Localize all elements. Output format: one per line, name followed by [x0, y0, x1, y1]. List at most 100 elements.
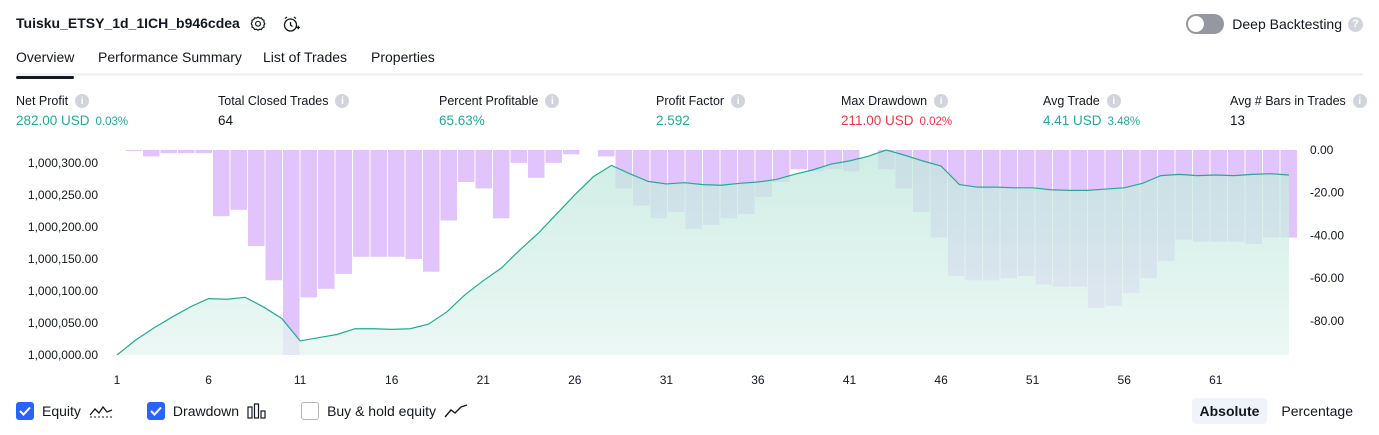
metric-profit-factor: Profit Factor i 2.592 — [656, 93, 746, 128]
y-left-tick-label: 1,000,150.00 — [28, 252, 98, 266]
metric-value: 13 — [1230, 113, 1246, 128]
metric-avg-trade: Avg Trade i 4.41 USD 3.48% — [1043, 93, 1140, 128]
absolute-button[interactable]: Absolute — [1191, 398, 1268, 424]
drawdown-bar — [143, 150, 160, 157]
buyhold-label: Buy & hold equity — [327, 403, 437, 419]
metric-label: Max Drawdown — [841, 94, 928, 108]
percentage-button[interactable]: Percentage — [1281, 403, 1353, 419]
y-left-tick-label: 1,000,100.00 — [28, 284, 98, 298]
strategy-header: Tuisku_ETSY_1d_1ICH_b946cdea Deep Backte… — [16, 12, 1363, 36]
x-tick-label: 21 — [477, 373, 491, 387]
drawdown-bars-icon — [247, 403, 266, 419]
info-icon[interactable]: i — [1106, 94, 1121, 108]
drawdown-bar — [265, 150, 282, 281]
drawdown-bar — [493, 150, 510, 219]
legend-equity[interactable]: Equity — [16, 402, 113, 420]
x-tick-label: 36 — [751, 373, 765, 387]
checkmark-icon — [19, 406, 31, 416]
info-icon[interactable]: i — [731, 94, 746, 108]
drawdown-bar — [335, 150, 352, 274]
info-icon[interactable]: i — [545, 94, 560, 108]
drawdown-bar — [598, 150, 615, 157]
metric-label: Avg Trade — [1043, 94, 1100, 108]
metric-value: 4.41 USD — [1043, 113, 1102, 128]
info-icon[interactable]: i — [75, 94, 90, 108]
drawdown-bar — [790, 150, 807, 170]
metric-value: 211.00 USD — [841, 113, 914, 128]
drawdown-bar — [423, 150, 440, 272]
equity-drawdown-chart[interactable]: 1,000,000.00 1,000,050.00 1,000,100.00 1,00… — [0, 140, 1379, 390]
drawdown-bar — [370, 150, 387, 257]
y-left-tick-label: 1,000,300.00 — [28, 156, 98, 170]
y-left-tick-label: 1,000,000.00 — [28, 348, 98, 362]
drawdown-bar — [195, 150, 212, 154]
y-right-tick-label: -20.00 — [1310, 186, 1344, 200]
y-left-tick-label: 1,000,050.00 — [28, 316, 98, 330]
equity-checkbox[interactable] — [16, 402, 34, 420]
metric-subvalue: 0.02% — [919, 116, 953, 128]
settings-icon[interactable] — [247, 13, 269, 35]
drawdown-bar — [300, 150, 317, 298]
drawdown-bar — [230, 150, 247, 210]
legend-buyhold[interactable]: Buy & hold equity — [301, 402, 468, 420]
drawdown-bar — [125, 150, 142, 152]
y-right-tick-label: -60.00 — [1310, 271, 1344, 285]
metric-avg-bars-in-trades: Avg # Bars in Trades i 13 — [1230, 93, 1367, 128]
x-tick-label: 31 — [660, 373, 674, 387]
tab-list-of-trades[interactable]: List of Trades — [263, 49, 348, 65]
metric-total-closed-trades: Total Closed Trades i 64 — [218, 93, 350, 128]
x-tick-label: 46 — [934, 373, 948, 387]
drawdown-bar — [563, 150, 580, 155]
drawdown-bar — [405, 150, 422, 259]
deep-backtesting-toggle[interactable] — [1186, 14, 1225, 34]
y-right-tick-label: -40.00 — [1310, 228, 1344, 242]
metric-value: 64 — [218, 113, 234, 128]
tab-overview[interactable]: Overview — [16, 49, 75, 79]
drawdown-bar — [475, 150, 492, 189]
help-icon[interactable]: ? — [1348, 16, 1363, 32]
info-icon[interactable]: i — [335, 94, 350, 108]
info-icon[interactable]: i — [1352, 94, 1367, 108]
tab-performance-summary[interactable]: Performance Summary — [98, 49, 242, 65]
metric-label: Total Closed Trades — [218, 94, 329, 108]
metric-label: Percent Profitable — [439, 94, 539, 108]
tab-properties[interactable]: Properties — [371, 49, 435, 65]
x-tick-label: 1 — [114, 373, 121, 387]
drawdown-bar — [808, 150, 825, 172]
metric-subvalue: 0.03% — [95, 116, 129, 128]
drawdown-bar — [510, 150, 527, 163]
deep-backtesting-control: Deep Backtesting ? — [1186, 12, 1363, 36]
drawdown-bar — [388, 150, 405, 257]
metric-value: 282.00 USD — [16, 113, 90, 128]
drawdown-bar — [773, 150, 790, 183]
info-icon[interactable]: i — [934, 94, 949, 108]
y-right-tick-label: 0.00 — [1310, 143, 1334, 157]
toggle-knob — [1188, 16, 1205, 32]
drawdown-checkbox[interactable] — [146, 402, 165, 420]
x-tick-label: 41 — [843, 373, 857, 387]
metric-label: Profit Factor — [656, 94, 725, 108]
x-tick-label: 6 — [205, 373, 212, 387]
y-right-tick-label: -80.00 — [1310, 314, 1344, 328]
value-mode-switch: Absolute Percentage — [1186, 397, 1362, 425]
drawdown-bar — [528, 150, 545, 178]
metric-max-drawdown: Max Drawdown i 211.00 USD 0.02% — [841, 93, 952, 128]
buyhold-line-icon — [444, 404, 468, 418]
legend-drawdown[interactable]: Drawdown — [146, 402, 267, 420]
checkmark-icon — [150, 406, 162, 416]
metric-value: 2.592 — [656, 113, 690, 128]
deep-backtesting-label: Deep Backtesting — [1232, 16, 1342, 32]
x-tick-label: 16 — [385, 373, 399, 387]
chart-legend: Equity Drawdown Buy & hold equity — [16, 400, 502, 422]
drawdown-bar — [440, 150, 457, 221]
add-alert-icon[interactable] — [280, 13, 302, 35]
drawdown-bar — [160, 150, 177, 154]
drawdown-bar — [213, 150, 230, 217]
chart-svg[interactable]: 1,000,000.00 1,000,050.00 1,000,100.00 1,00… — [0, 140, 1379, 390]
x-tick-label: 11 — [294, 373, 307, 387]
buyhold-checkbox[interactable] — [301, 402, 320, 420]
x-tick-label: 51 — [1026, 373, 1040, 387]
report-tabs: Overview Performance Summary List of Tra… — [16, 46, 1363, 79]
drawdown-bar — [318, 150, 335, 289]
metric-value: 65.63% — [439, 113, 485, 128]
